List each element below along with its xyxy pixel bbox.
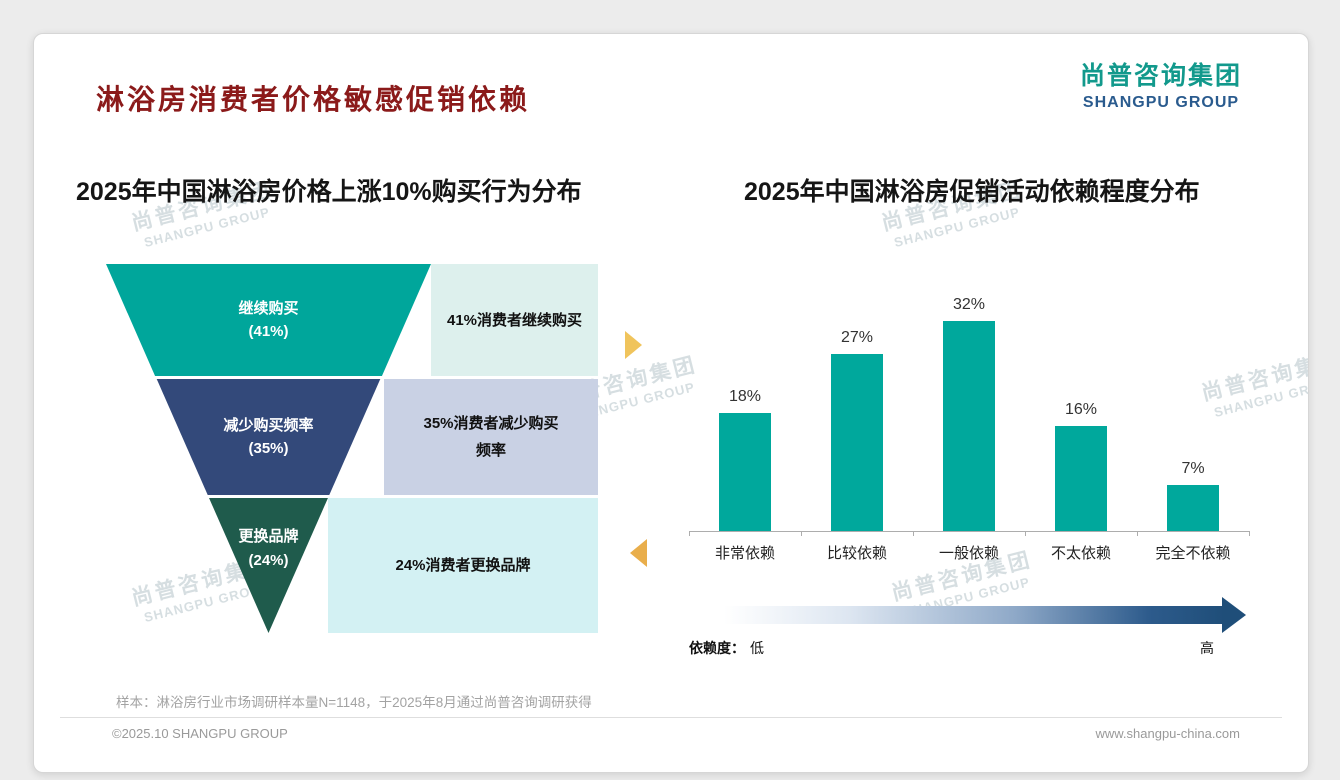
- bar: [719, 413, 771, 531]
- funnel-level: 减少购买频率 (35%): [156, 379, 381, 495]
- dependency-legend-label: 依赖度：: [689, 640, 745, 656]
- bar-group: 27%: [801, 289, 913, 531]
- bar-category-label: 不太依赖: [1050, 545, 1111, 562]
- funnel-level-value: (41%): [248, 323, 289, 340]
- dependency-gradient-arrowhead-icon: [1222, 597, 1246, 633]
- bar-category-row: 非常依赖 比较依赖 一般依赖 不太依赖 完全不依赖: [689, 542, 1249, 563]
- funnel-annotation: 24%消费者更换品牌: [328, 498, 598, 633]
- bar-chart-plot: 18% 27% 32% 16% 7%: [689, 289, 1249, 532]
- bar-chart-title: 2025年中国淋浴房促销活动依赖程度分布: [744, 178, 1200, 206]
- website-text: www.shangpu-china.com: [1095, 726, 1240, 741]
- logo-en-text: SHANGPU GROUP: [1082, 94, 1240, 111]
- bar-value-label: 7%: [1181, 460, 1205, 477]
- bar-value-label: 16%: [1064, 401, 1098, 418]
- bar: [1167, 485, 1219, 531]
- bar-group: 7%: [1137, 289, 1249, 531]
- copyright-text: ©2025.10 SHANGPU GROUP: [112, 726, 288, 741]
- dependency-gradient-arrow: [724, 606, 1224, 624]
- bar-category-label: 一般依赖: [938, 545, 999, 562]
- sample-note: 样本：淋浴房行业市场调研样本量N=1148，于2025年8月通过尚普咨询调研获得: [116, 695, 592, 710]
- bar-category-label: 比较依赖: [826, 545, 887, 562]
- bar-value-label: 18%: [728, 388, 762, 405]
- dependency-high-label: 高: [1200, 640, 1214, 656]
- bar: [943, 321, 995, 531]
- funnel-annotation: 41%消费者继续购买: [431, 264, 598, 376]
- logo-cn-text: 尚普咨询集团: [1079, 62, 1242, 90]
- report-slide: 尚普咨询集团 SHANGPU GROUP 尚普咨询集团 SHANGPU GROU…: [33, 33, 1309, 773]
- bar-group: 18%: [689, 289, 801, 531]
- bar-value-label: 27%: [840, 329, 874, 346]
- bar-axis-ticks: [689, 531, 1250, 536]
- bar-group: 32%: [913, 289, 1025, 531]
- bar-value-label: 32%: [952, 296, 986, 313]
- dependency-low-label: 低: [750, 640, 764, 656]
- bar-category-label: 完全不依赖: [1155, 545, 1231, 562]
- company-logo: 尚普咨询集团 SHANGPU GROUP: [1080, 56, 1242, 112]
- funnel-level-label: 继续购买: [238, 299, 299, 317]
- funnel-level: 继续购买 (41%): [106, 264, 431, 376]
- funnel-annotation: 35%消费者减少购买频率: [384, 379, 598, 495]
- page-title: 淋浴房消费者价格敏感促销依赖: [96, 84, 531, 115]
- bar-group: 16%: [1025, 289, 1137, 531]
- funnel-chart-title: 2025年中国淋浴房价格上涨10%购买行为分布: [76, 178, 582, 206]
- bar: [1055, 426, 1107, 531]
- funnel-level-label: 更换品牌: [238, 528, 299, 546]
- yellow-right-arrow-icon: [625, 331, 642, 359]
- yellow-left-arrow-icon: [630, 539, 647, 567]
- bar: [831, 354, 883, 531]
- funnel-level-value: (24%): [248, 551, 289, 569]
- funnel-chart: 继续购买 (41%) 减少购买频率 (35%) 更换品牌 (24%): [106, 264, 431, 633]
- bar-category-label: 非常依赖: [714, 545, 775, 562]
- footer-divider: [60, 717, 1282, 718]
- funnel-level-label: 减少购买频率: [223, 416, 314, 434]
- funnel-level-value: (35%): [248, 440, 289, 457]
